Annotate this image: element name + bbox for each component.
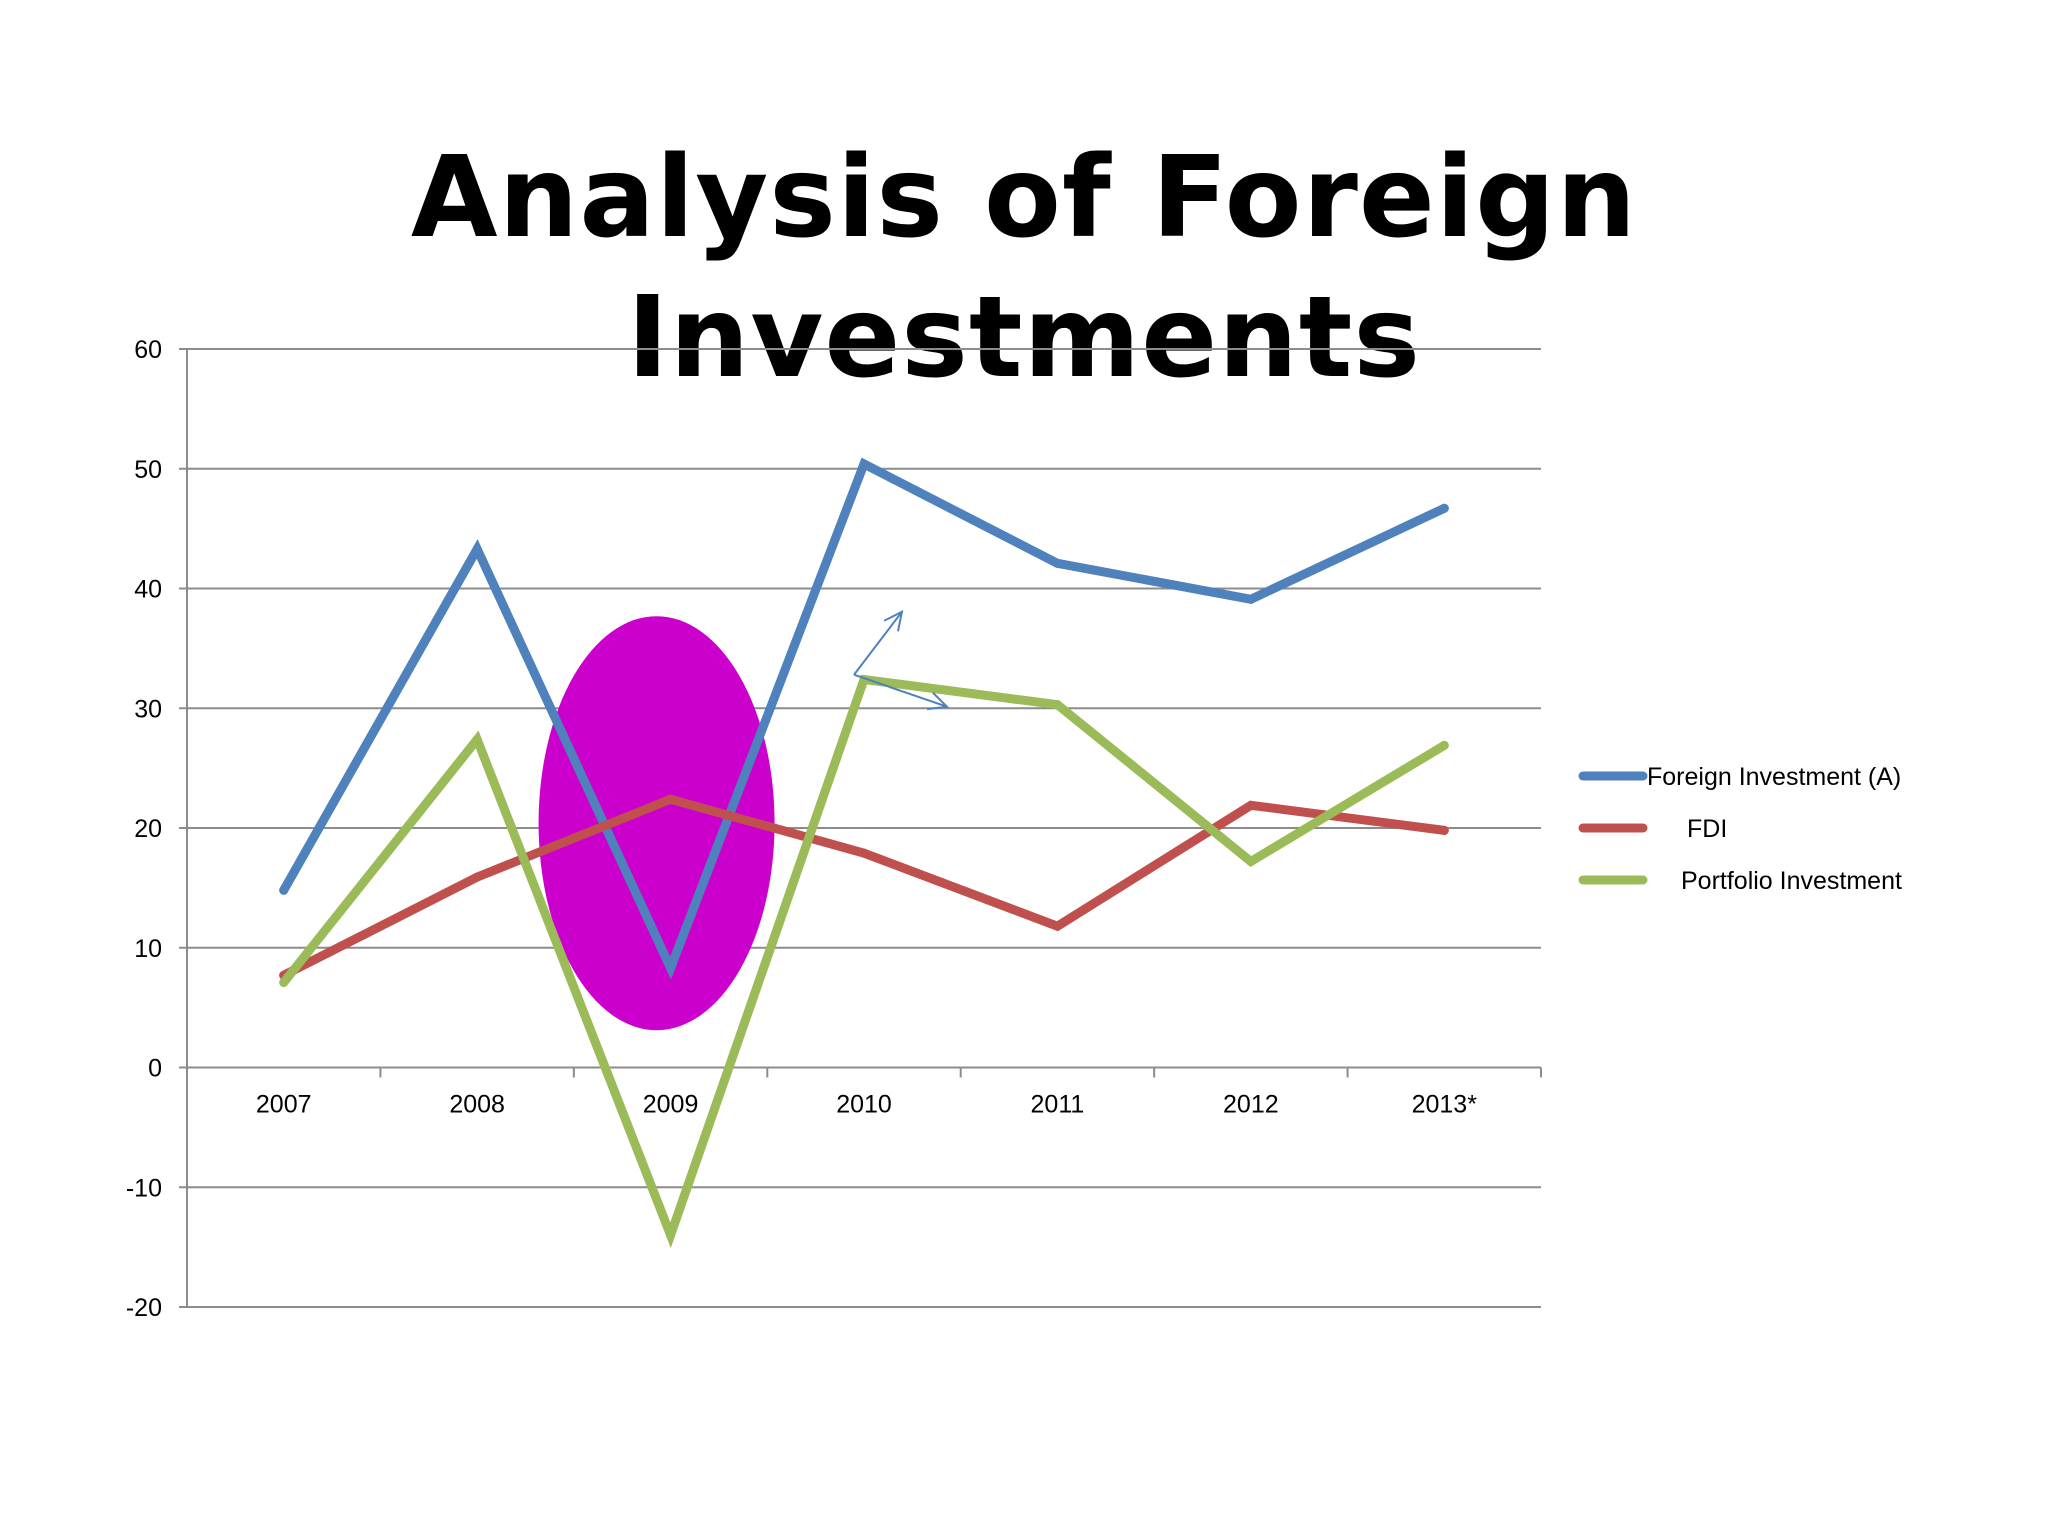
data-point — [472, 872, 482, 882]
data-point — [1439, 503, 1449, 513]
arrow-shaft — [853, 611, 903, 676]
data-point — [472, 734, 482, 744]
x-tick-label: 2012 — [1223, 1091, 1279, 1119]
data-point — [666, 794, 676, 804]
y-tick-label: 50 — [134, 456, 162, 484]
data-point — [1052, 558, 1062, 568]
y-tick-label: 30 — [134, 695, 162, 723]
arrows — [853, 609, 950, 711]
x-tick-label: 2007 — [256, 1091, 312, 1119]
data-point — [1246, 857, 1256, 867]
data-point — [666, 963, 676, 973]
y-tick-label: 40 — [134, 576, 162, 604]
data-point — [279, 977, 289, 987]
x-tick-label: 2010 — [836, 1091, 892, 1119]
data-point — [1439, 740, 1449, 750]
y-tick-label: 20 — [134, 815, 162, 843]
y-tick-label: -10 — [126, 1174, 162, 1202]
legend-label-1: FDI — [1687, 815, 1727, 843]
slide-title: Analysis of Foreign Investments — [410, 133, 1638, 403]
data-point — [1052, 700, 1062, 710]
y-tick-label: -20 — [126, 1294, 162, 1322]
data-point — [1246, 594, 1256, 604]
y-tick-label: 0 — [148, 1055, 162, 1083]
legend-label-0: Foreign Investment (A) — [1647, 763, 1901, 791]
data-point — [472, 544, 482, 554]
y-tick-label: 60 — [134, 336, 162, 364]
arrow-shaft — [853, 673, 948, 708]
data-point — [859, 848, 869, 858]
data-point — [1246, 800, 1256, 810]
legend-label-2: Portfolio Investment — [1681, 867, 1902, 895]
data-point — [279, 885, 289, 895]
annotations — [538, 616, 775, 1031]
data-point — [666, 1230, 676, 1240]
legend: Foreign Investment (A) FDI Portfolio Inves… — [1578, 763, 1902, 895]
highlight-ellipse — [538, 616, 775, 1031]
arrow-head — [883, 609, 904, 632]
series-line-0 — [279, 457, 1449, 980]
data-point — [859, 459, 869, 469]
gridlines — [179, 348, 1541, 1308]
y-tick-label: 10 — [134, 935, 162, 963]
series-line-1 — [279, 794, 1449, 980]
x-tick-label: 2011 — [1031, 1091, 1085, 1119]
arrow-head — [927, 691, 950, 711]
x-tick-label: 2013* — [1412, 1091, 1478, 1119]
x-tick-label: 2009 — [643, 1091, 699, 1119]
data-point — [1439, 825, 1449, 835]
x-tick-label: 2008 — [449, 1091, 505, 1119]
data-point — [1052, 921, 1062, 931]
series-lines — [279, 457, 1449, 1249]
series-line-2 — [279, 674, 1449, 1249]
